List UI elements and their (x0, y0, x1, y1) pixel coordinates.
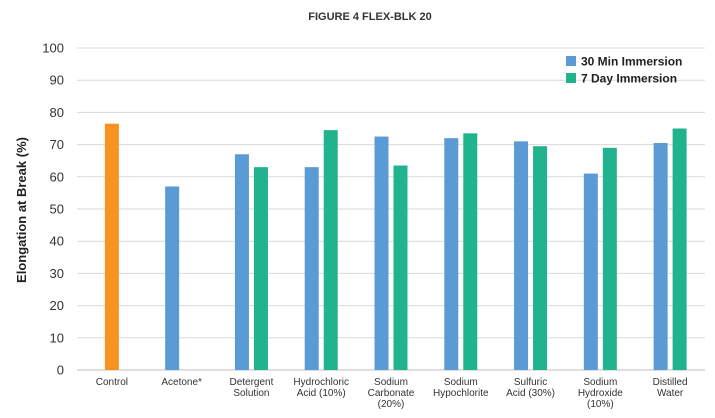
y-tick-label: 50 (50, 202, 64, 217)
gridlines (77, 47, 705, 371)
x-tick-label: Sodium Carbonate (20%) (368, 377, 415, 410)
bar-7-day (602, 147, 617, 370)
legend-swatch (566, 56, 576, 66)
y-tick-label: 40 (50, 234, 64, 249)
bar-7-day (672, 128, 687, 370)
y-tick-label: 10 (50, 330, 64, 345)
y-tick-label: 30 (50, 266, 64, 281)
legend: 30 Min Immersion 7 Day Immersion (566, 55, 682, 86)
bar-30-min (653, 142, 668, 370)
bar-7-day (253, 167, 268, 370)
bar-30-min (234, 154, 249, 370)
bar-30-min (165, 186, 180, 370)
y-tick-label: 100 (42, 41, 64, 56)
bar-30-min (583, 173, 598, 370)
bar-7-day (393, 165, 408, 370)
bar-30-min (444, 138, 459, 370)
x-tick-label: Acetone* (161, 377, 202, 388)
legend-swatch (566, 73, 576, 83)
legend-label: 7 Day Immersion (581, 72, 677, 86)
y-tick-label: 0 (57, 363, 64, 378)
y-axis-label: Elongation at Break (%) (14, 137, 29, 283)
x-tick-label: Sodium Hydroxide (10%) (578, 377, 623, 410)
chart-title: FIGURE 4 FLEX-BLK 20 (308, 11, 431, 23)
bar-30-min (514, 141, 529, 370)
bar-30-min (304, 167, 319, 370)
x-tick-label: Detergent Solution (229, 377, 273, 399)
y-tick-label: 20 (50, 298, 64, 313)
bar-7-day (463, 133, 478, 370)
x-tick-label: Sodium Hypochlorite (433, 377, 489, 399)
y-tick-label: 80 (50, 105, 64, 120)
bar-7-day (323, 130, 338, 370)
x-tick-label: Distilled Water (653, 377, 688, 399)
bar-30-min (374, 136, 389, 370)
x-tick-label: Control (96, 377, 128, 388)
y-tick-label: 90 (50, 73, 64, 88)
x-ticks: Control Acetone* Detergent Solution Hydrochl… (96, 377, 688, 410)
bar-7-day (533, 146, 548, 370)
bar-control (104, 123, 119, 370)
x-tick-label: Sulfuric Acid (30%) (506, 377, 555, 399)
y-tick-label: 70 (50, 137, 64, 152)
y-ticks: 0 10 20 30 40 50 60 70 80 90 100 (42, 41, 64, 378)
bars (104, 123, 687, 370)
legend-label: 30 Min Immersion (581, 55, 682, 69)
y-tick-label: 60 (50, 169, 64, 184)
x-tick-label: Hydrochloric Acid (10%) (293, 377, 349, 399)
